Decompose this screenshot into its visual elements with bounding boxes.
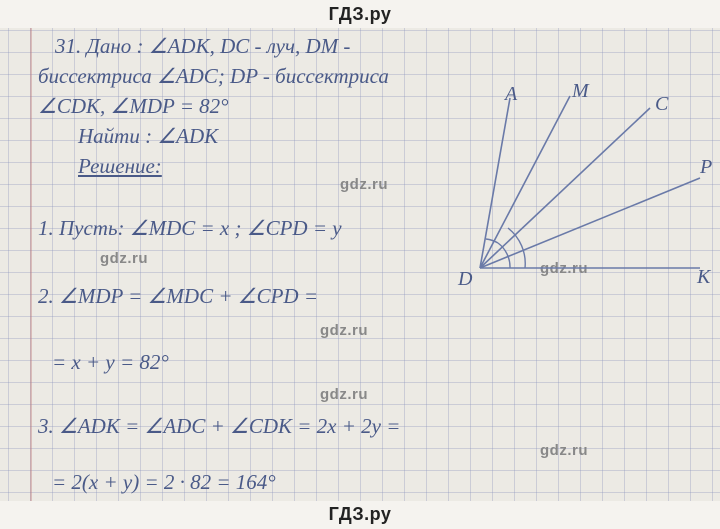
text-line-6: 1. Пусть: ∠MDC = x ; ∠CPD = y (38, 218, 342, 239)
text-line-2: биссектриса ∠ADC; DP - биссектриса (38, 66, 389, 87)
diagram-label-K: K (697, 266, 710, 289)
diagram-label-D: D (458, 268, 472, 291)
text-line-3: ∠CDK, ∠MDP = 82° (38, 96, 229, 117)
watermark-5: gdz.ru (320, 386, 368, 403)
notebook-page: 31. Дано : ∠ADK, DC - луч, DM - биссектр… (0, 28, 720, 501)
diagram-label-M: M (572, 80, 589, 103)
watermark-1: gdz.ru (340, 176, 388, 193)
text-line-8: = x + y = 82° (52, 352, 169, 373)
text-line-5: Решение: (78, 156, 162, 177)
brand-header: ГДЗ.ру (0, 4, 720, 25)
angle-diagram (400, 78, 720, 308)
diagram-label-P: P (700, 156, 712, 179)
margin-line (30, 28, 32, 501)
diagram-label-A: A (505, 83, 517, 106)
diagram-label-C: C (655, 93, 668, 116)
text-line-7: 2. ∠MDP = ∠MDC + ∠CPD = (38, 286, 318, 307)
brand-footer: ГДЗ.ру (0, 504, 720, 525)
text-line-10: = 2(x + y) = 2 · 82 = 164° (52, 472, 276, 493)
text-line-4: Найти : ∠ADK (78, 126, 218, 147)
text-line-1: 31. Дано : ∠ADK, DC - луч, DM - (55, 36, 350, 57)
watermark-6: gdz.ru (540, 442, 588, 459)
watermark-4: gdz.ru (320, 322, 368, 339)
watermark-2: gdz.ru (100, 250, 148, 267)
text-line-9: 3. ∠ADK = ∠ADC + ∠CDK = 2x + 2y = (38, 416, 400, 437)
